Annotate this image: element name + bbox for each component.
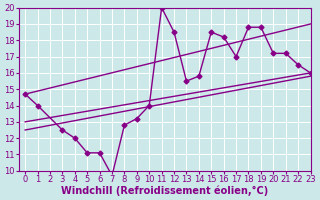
X-axis label: Windchill (Refroidissement éolien,°C): Windchill (Refroidissement éolien,°C) — [61, 185, 268, 196]
